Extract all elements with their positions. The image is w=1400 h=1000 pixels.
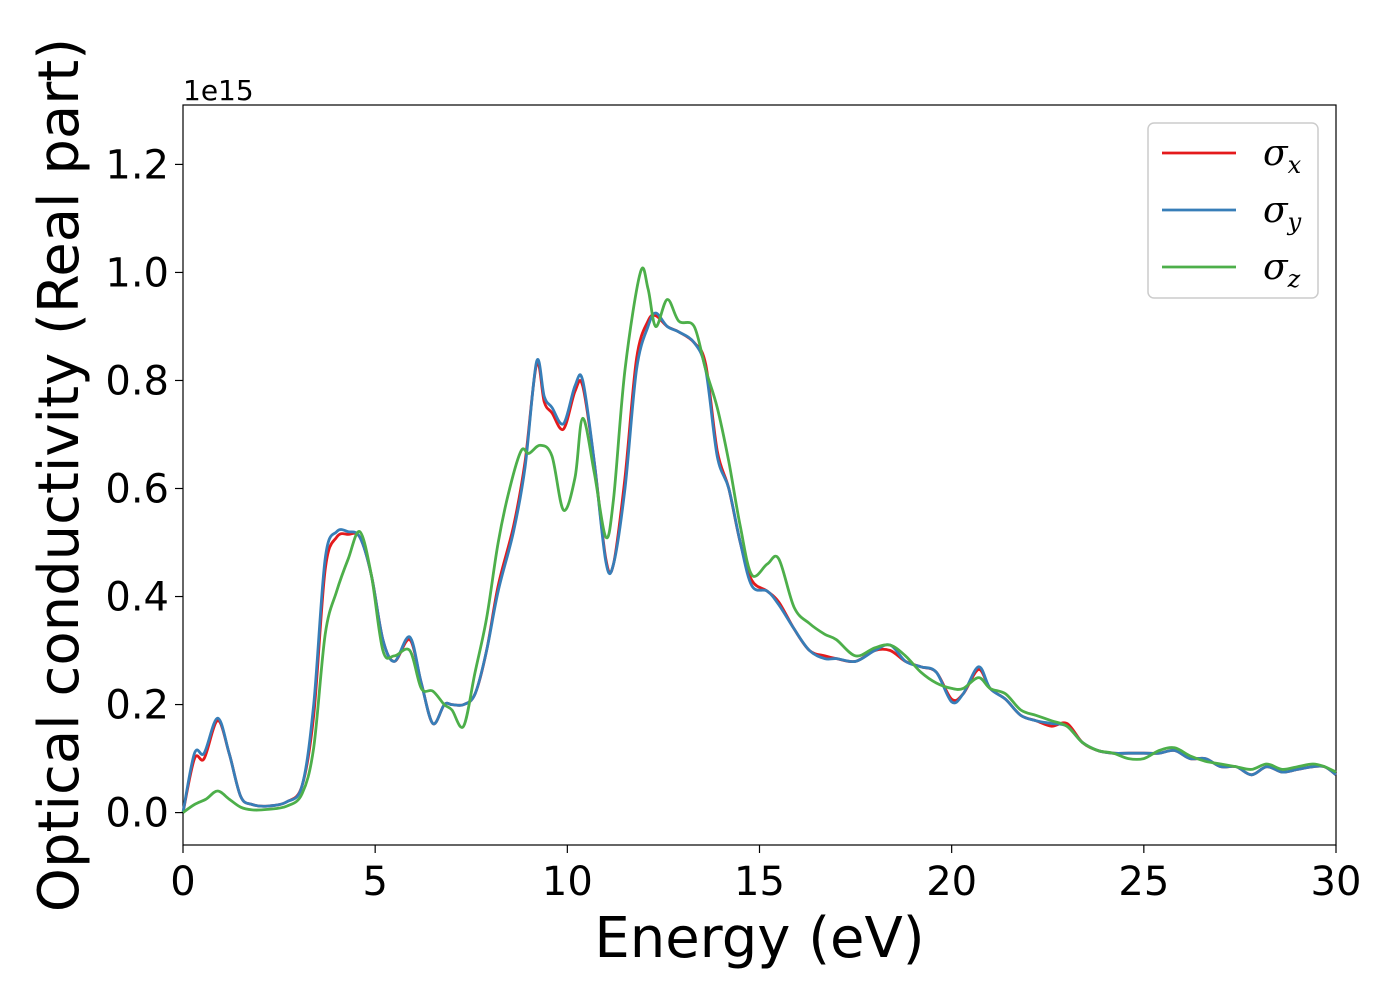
legend-label-sigma-z: σz: [1263, 247, 1301, 293]
x-tick-label: 30: [1311, 859, 1362, 905]
x-tick-label: 5: [362, 859, 387, 905]
x-axis-title: Energy (eV): [594, 906, 924, 971]
legend: σx σy σz: [1147, 122, 1319, 299]
y-tick-label: 1.2: [105, 142, 169, 188]
x-tick-label: 10: [542, 859, 593, 905]
x-tick-label: 15: [734, 859, 785, 905]
plot-area: [182, 104, 1337, 846]
x-tick-label: 20: [926, 859, 977, 905]
legend-label-sigma-x: σx: [1263, 133, 1302, 179]
series-line-sigma-z: [182, 266, 1337, 814]
x-tick-label: 25: [1118, 859, 1169, 905]
y-offset-label: 1e15: [183, 74, 254, 107]
y-tick-label: 0.0: [105, 791, 169, 837]
y-tick-label: 0.4: [105, 575, 169, 621]
legend-label-sigma-y: σy: [1263, 190, 1302, 236]
x-tick-label: 0: [170, 859, 195, 905]
y-tick-label: 0.2: [105, 683, 169, 729]
ticks-layer: 0 5 10 15 20 25 30 0.0 0.2 0.4 0.6 0.8 1.0 1.2: [105, 142, 1361, 905]
y-tick-label: 1.0: [105, 250, 169, 296]
y-tick-label: 0.8: [105, 358, 169, 404]
y-axis-title: Optical conductivity (Real part): [27, 38, 92, 912]
series-layer: [181, 266, 1337, 814]
y-tick-label: 0.6: [105, 467, 169, 513]
